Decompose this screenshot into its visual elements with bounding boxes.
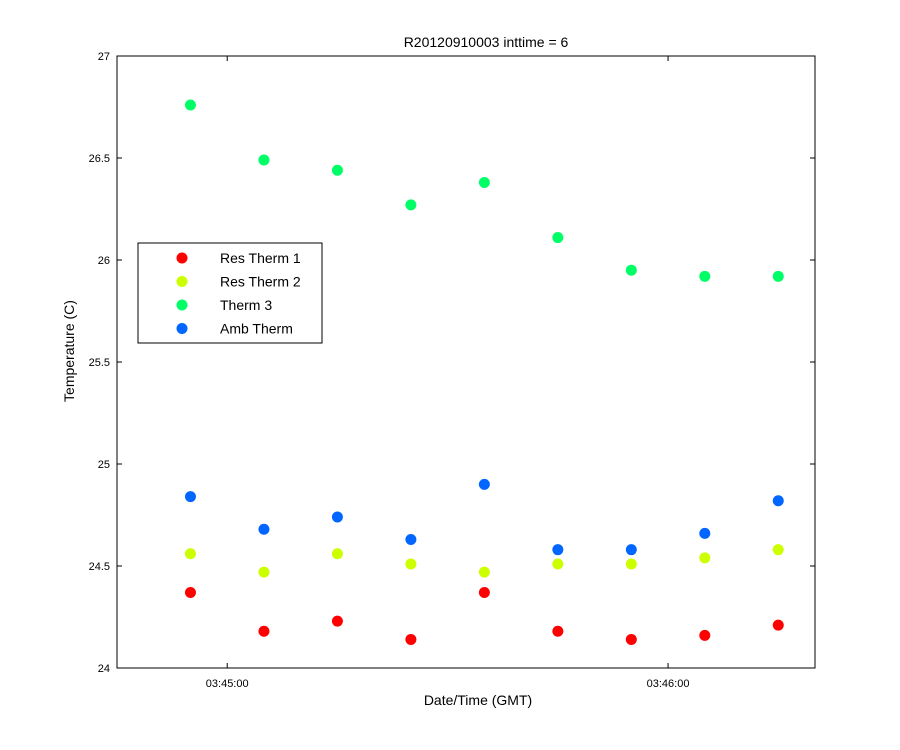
x-tick-label: 03:46:00	[647, 678, 690, 690]
data-points	[184, 99, 784, 645]
y-tick-label: 26.5	[89, 153, 110, 165]
data-point	[699, 527, 711, 539]
data-point	[258, 566, 270, 578]
legend-label: Therm 3	[220, 297, 272, 313]
data-point	[331, 548, 343, 560]
legend-marker	[176, 323, 188, 334]
data-point	[552, 558, 564, 570]
data-point	[699, 629, 711, 641]
data-point	[331, 615, 343, 627]
legend-label: Res Therm 2	[220, 274, 301, 290]
data-point	[478, 478, 490, 490]
data-point	[184, 548, 196, 560]
data-point	[552, 625, 564, 637]
chart-title: R20120910003 inttime = 6	[404, 34, 569, 50]
data-point	[699, 270, 711, 282]
data-point	[184, 99, 196, 111]
y-tick-label: 24.5	[89, 561, 110, 573]
legend-marker	[176, 276, 188, 287]
x-axis-title: Date/Time (GMT)	[424, 692, 532, 708]
axis-ticks: 24 24.5 25 25.5 26 26.5 27 03:45:00 03:46:00	[89, 51, 815, 690]
data-point	[478, 587, 490, 599]
data-point	[625, 264, 637, 276]
data-point	[331, 511, 343, 523]
data-point	[699, 552, 711, 564]
legend-marker	[176, 252, 188, 264]
data-point	[331, 164, 343, 176]
y-tick-label: 26	[98, 255, 110, 267]
y-tick-label: 27	[98, 51, 110, 63]
data-point	[772, 270, 784, 282]
plot-area	[116, 55, 816, 669]
data-point	[772, 619, 784, 631]
data-point	[258, 625, 270, 637]
data-point	[772, 495, 784, 507]
data-point	[258, 154, 270, 166]
y-tick-label: 25.5	[89, 357, 110, 369]
legend-marker	[176, 299, 188, 311]
x-tick-label: 03:45:00	[206, 678, 249, 690]
data-point	[258, 523, 270, 535]
legend-box	[137, 242, 323, 344]
data-point	[625, 544, 637, 556]
y-axis-title: Temperature (C)	[61, 300, 77, 402]
legend: Res Therm 1 Res Therm 2 Therm 3 Amb Therm	[137, 242, 323, 344]
data-point	[184, 587, 196, 599]
legend-label: Res Therm 1	[220, 250, 301, 266]
legend-label: Amb Therm	[220, 321, 293, 337]
data-point	[184, 491, 196, 503]
data-point	[552, 544, 564, 556]
y-tick-label: 25	[98, 459, 110, 471]
data-point	[478, 176, 490, 188]
y-tick-label: 24	[98, 663, 110, 675]
data-point	[625, 558, 637, 570]
data-point	[625, 633, 637, 645]
data-point	[405, 199, 417, 211]
data-point	[405, 558, 417, 570]
data-point	[405, 633, 417, 645]
data-point	[405, 533, 417, 545]
data-point	[552, 232, 564, 244]
data-point	[772, 544, 784, 556]
data-point	[478, 566, 490, 578]
